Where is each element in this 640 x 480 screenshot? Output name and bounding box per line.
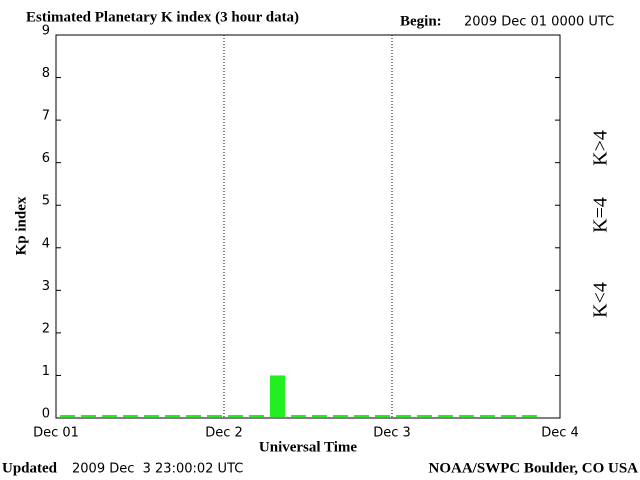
updated-label: Updated (2, 460, 58, 476)
x-axis-label: Universal Time (259, 439, 358, 455)
y-tick-label: 5 (42, 194, 50, 209)
legend-entry: K=4 (590, 197, 612, 233)
begin-label: Begin: (400, 13, 442, 29)
bar (207, 415, 222, 417)
bar (333, 415, 348, 417)
y-tick-label: 6 (42, 151, 50, 166)
x-tick-label: Dec 3 (373, 426, 411, 441)
legend-entry: K>4 (590, 130, 612, 166)
bar (81, 415, 96, 417)
bar (123, 415, 138, 417)
bar (249, 415, 264, 417)
bar (270, 375, 285, 417)
x-tick-label: Dec 2 (205, 426, 243, 441)
legend-entry: K<4 (590, 282, 612, 318)
bar (396, 415, 411, 417)
plot-frame (55, 34, 561, 419)
chart-title: Estimated Planetary K index (3 hour data… (26, 9, 299, 25)
y-tick-label: 0 (42, 407, 50, 422)
bar (480, 415, 495, 417)
credit: NOAA/SWPC Boulder, CO USA (429, 460, 639, 476)
bar (438, 415, 453, 417)
begin-date: 2009 Dec 01 0000 UTC (464, 15, 614, 30)
bar (102, 415, 117, 417)
y-tick-label: 1 (42, 364, 50, 379)
bar (522, 415, 537, 417)
bar (501, 415, 516, 417)
y-tick-label: 4 (42, 236, 50, 251)
bar (375, 415, 390, 417)
bar (186, 415, 201, 417)
bar (459, 415, 474, 417)
y-tick-label: 7 (42, 109, 50, 124)
bar (144, 415, 159, 417)
bar (60, 415, 75, 417)
bar (312, 415, 327, 417)
y-tick-label: 2 (42, 321, 50, 336)
x-tick-label: Dec 4 (541, 426, 579, 441)
y-tick-label: 8 (42, 66, 50, 81)
bar (228, 415, 243, 417)
y-tick-label: 9 (42, 24, 50, 39)
bar (165, 415, 180, 417)
updated-date: 2009 Dec 3 23:00:02 UTC (72, 462, 243, 477)
bar (354, 415, 369, 417)
bar (291, 415, 306, 417)
y-tick-label: 3 (42, 279, 50, 294)
bar (417, 415, 432, 417)
x-tick-label: Dec 01 (33, 426, 79, 441)
y-axis-label: Kp index (13, 196, 29, 255)
